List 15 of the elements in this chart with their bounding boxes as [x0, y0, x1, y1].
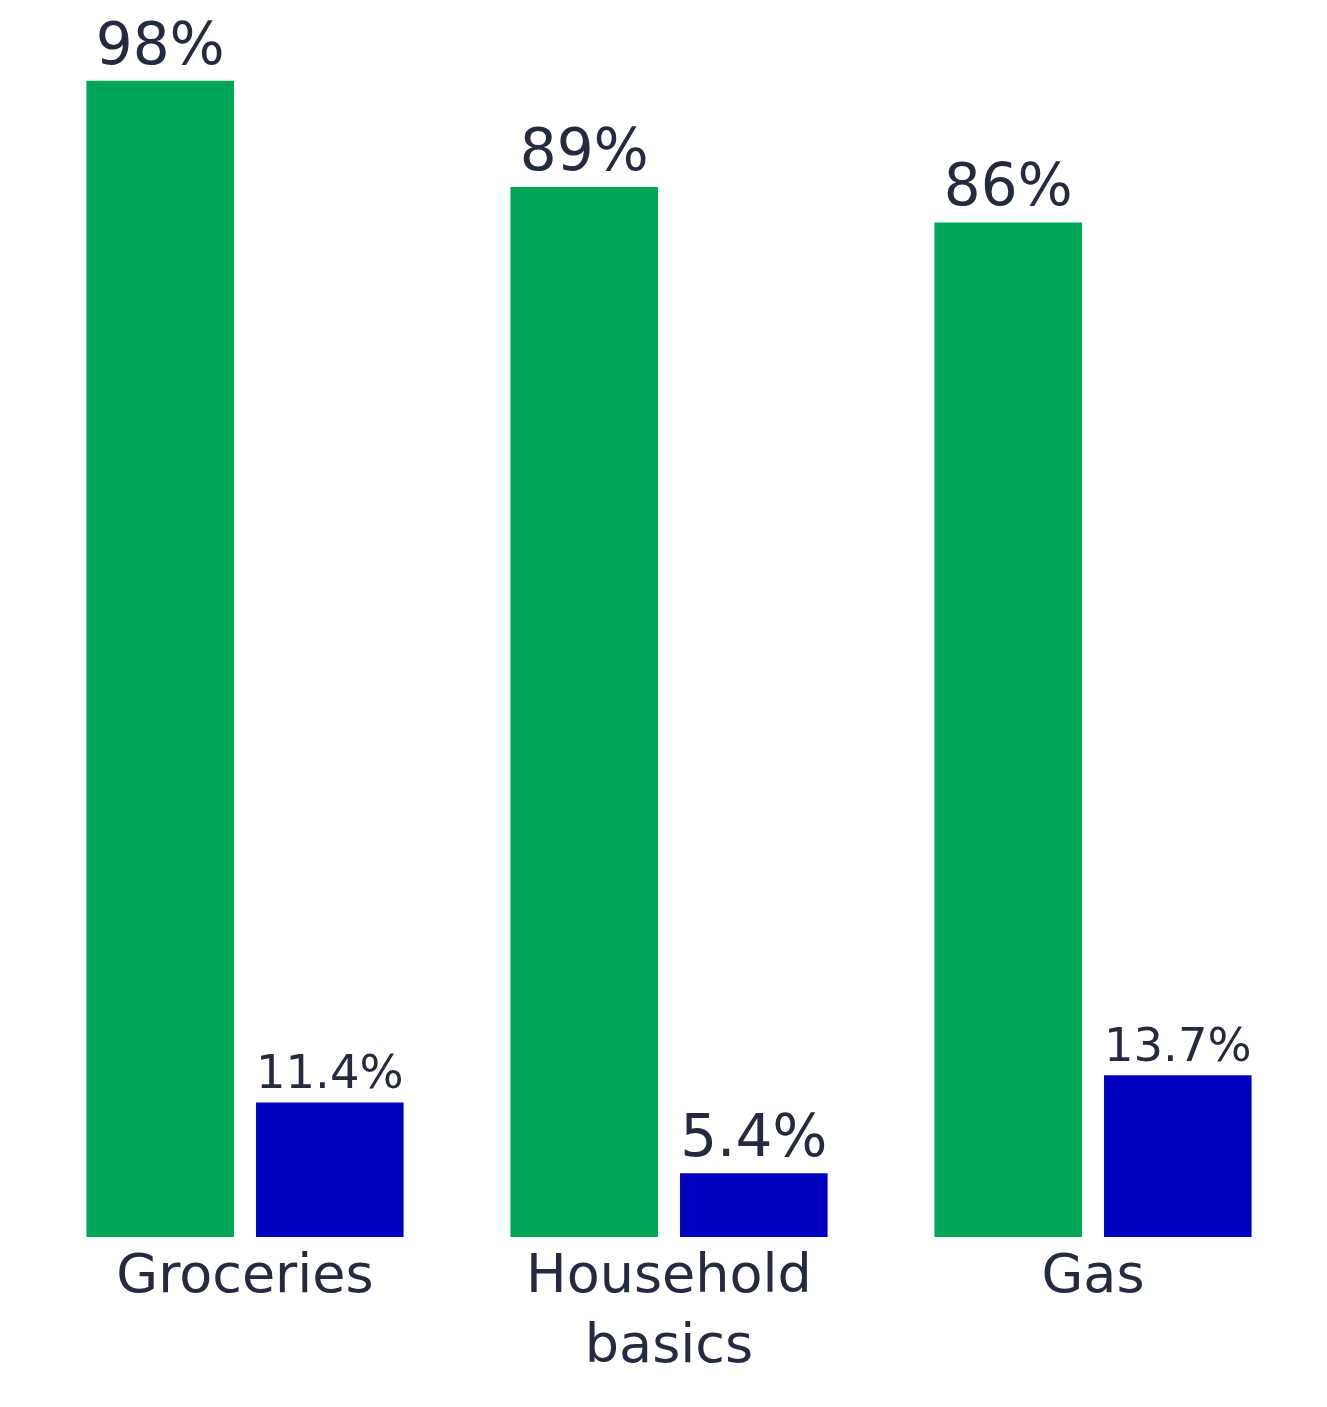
data-label: 13.7% — [1104, 1018, 1252, 1073]
bar — [680, 1173, 828, 1237]
bar — [934, 222, 1082, 1237]
bar — [1104, 1075, 1252, 1237]
data-label: 5.4% — [680, 1102, 828, 1171]
bar — [256, 1102, 404, 1237]
bar — [510, 187, 658, 1237]
data-label: 86% — [943, 151, 1073, 220]
x-tick-label: Household basics — [526, 1242, 812, 1376]
x-tick-label: Groceries — [116, 1242, 374, 1305]
x-tick-label: Gas — [1041, 1242, 1145, 1305]
data-label: 89% — [519, 116, 649, 185]
data-label: 11.4% — [256, 1045, 404, 1100]
data-label: 98% — [95, 9, 225, 78]
bar — [86, 80, 234, 1237]
